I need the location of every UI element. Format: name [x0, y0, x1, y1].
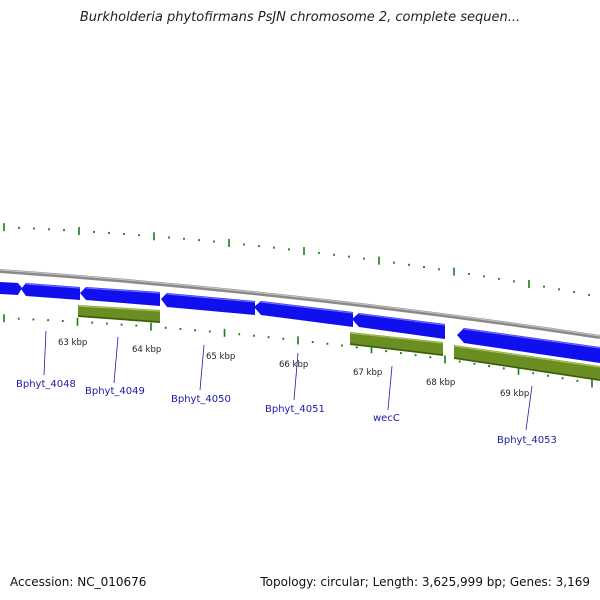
summary-text: Topology: circular; Length: 3,625,999 bp… [260, 575, 590, 589]
reverse-gene-highlights [77, 305, 600, 368]
gene-label-bphyt-4048[interactable]: Bphyt_4048 [16, 379, 76, 390]
gene-arrow-bphyt-4053[interactable] [457, 328, 600, 363]
tick-label: 66 kbp [279, 360, 308, 370]
gene-bar-bphyt-4049[interactable] [78, 305, 160, 323]
tick-labels: 63 kbp 64 kbp 65 kbp 66 kbp 67 kbp 68 kb… [58, 338, 529, 399]
tick-label: 67 kbp [353, 368, 382, 378]
outer-dotted-track [3, 223, 590, 296]
gene-bar-bphyt-4053[interactable] [454, 345, 600, 381]
tick-label: 68 kbp [426, 378, 455, 388]
map-title: Burkholderia phytofirmans PsJN chromosom… [79, 10, 521, 25]
leader-line [293, 352, 299, 401]
backbone-line [0, 269, 600, 339]
tick-label: 63 kbp [58, 338, 87, 348]
gene-arrow-wecc[interactable] [352, 313, 445, 339]
leader-line [199, 344, 205, 391]
gene-label-wecc[interactable]: wecC [373, 413, 400, 424]
gene-label-bphyt-4049[interactable]: Bphyt_4049 [85, 386, 145, 397]
tick-label: 64 kbp [132, 345, 161, 355]
reverse-genes [77, 305, 600, 381]
forward-genes [0, 282, 600, 363]
gene-labels: Bphyt_4048 Bphyt_4049 Bphyt_4050 Bphyt_4… [16, 379, 557, 446]
leader-line [43, 330, 47, 376]
gene-arrow-bphyt-4050[interactable] [161, 293, 255, 315]
gene-arrow-bphyt-4051[interactable] [254, 301, 353, 327]
gene-label-bphyt-4053[interactable]: Bphyt_4053 [497, 435, 557, 446]
gene-label-bphyt-4050[interactable]: Bphyt_4050 [171, 394, 231, 405]
accession-text: Accession: NC_010676 [10, 575, 147, 589]
tick-label: 69 kbp [500, 389, 529, 399]
gene-arrow-bphyt-4047[interactable] [0, 282, 22, 295]
backbone-highlight [0, 269, 600, 337]
inner-dotted-track [3, 314, 593, 388]
reverse-gene-shadows [77, 315, 600, 381]
gene-leader-lines [43, 330, 533, 431]
leader-line [113, 336, 119, 384]
leader-line [387, 365, 393, 411]
tick-label: 65 kbp [206, 352, 235, 362]
gene-label-bphyt-4051[interactable]: Bphyt_4051 [265, 404, 325, 415]
gene-bar-wecc[interactable] [350, 332, 443, 356]
leader-line [525, 385, 533, 431]
forward-gene-highlights [25, 283, 600, 349]
